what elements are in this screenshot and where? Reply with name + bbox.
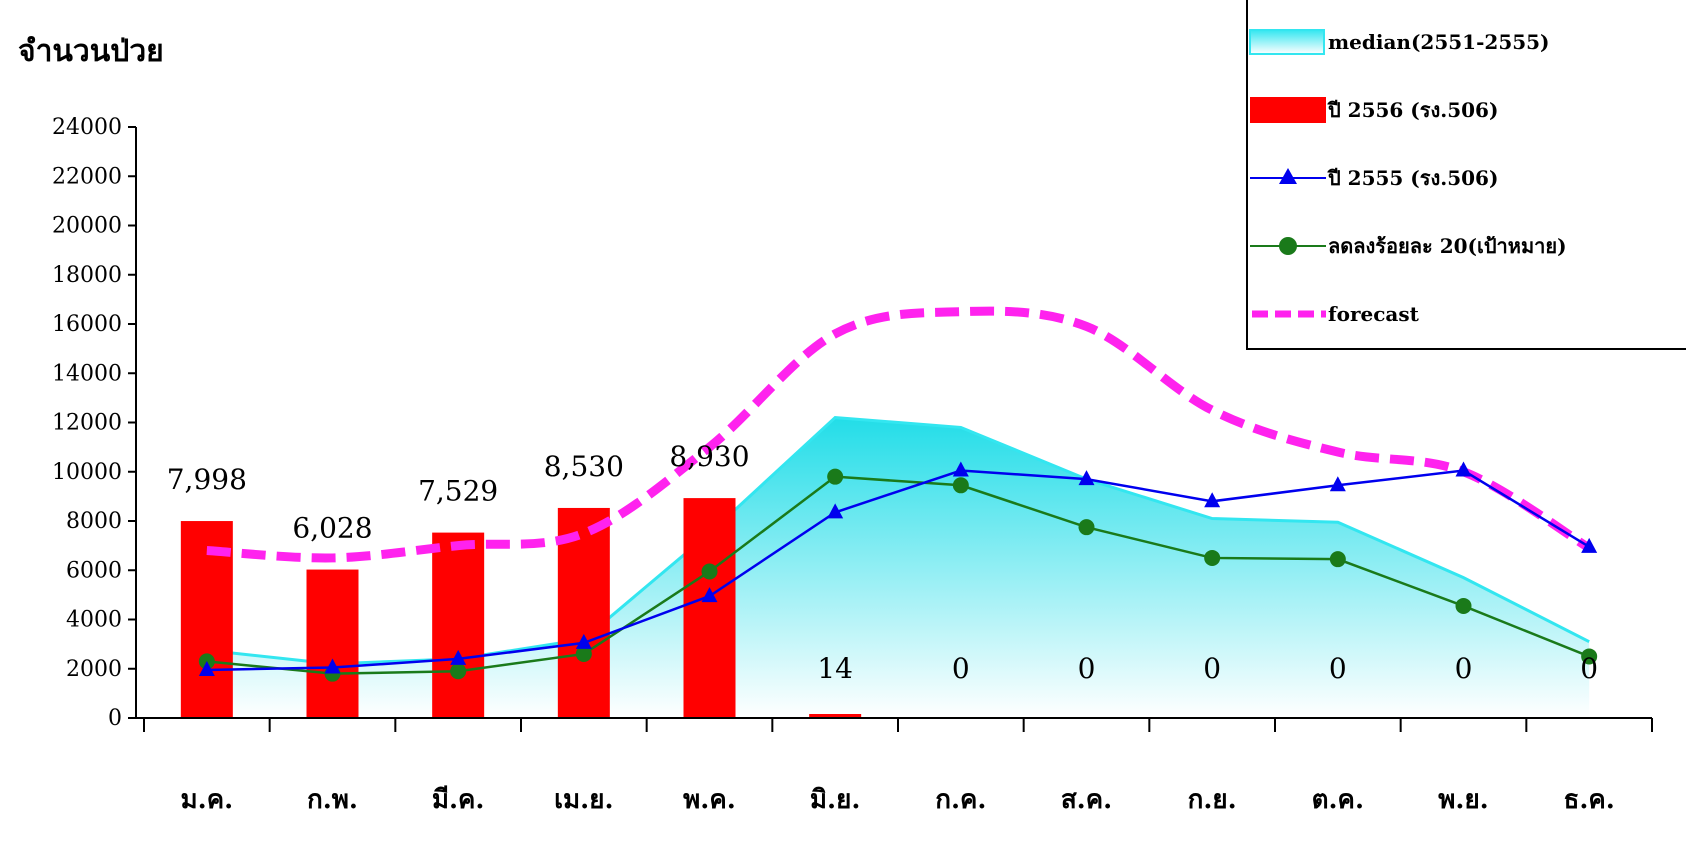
y-tick-label: 16000 bbox=[52, 312, 122, 337]
target-point-7 bbox=[952, 477, 969, 494]
target-point-11 bbox=[1455, 597, 1472, 614]
y-tick-label: 14000 bbox=[52, 361, 122, 386]
x-tick-label: มี.ค. bbox=[432, 785, 485, 815]
y2555-point-3 bbox=[450, 649, 467, 665]
bar-data-label-9: 0 bbox=[1203, 652, 1221, 685]
y2555-point-10 bbox=[1329, 476, 1346, 492]
bar-data-label-7: 0 bbox=[952, 652, 970, 685]
bar-data-label-1: 7,998 bbox=[167, 463, 247, 496]
y2555-point-2 bbox=[324, 658, 341, 674]
legend-symbol-area bbox=[1249, 29, 1325, 55]
target-point-4 bbox=[575, 645, 592, 662]
legend-symbol-triangle-line bbox=[1250, 168, 1326, 184]
legend-item-2555: ปี 2555 (รง.506) bbox=[1248, 158, 1498, 198]
y2555-point-8 bbox=[1078, 470, 1095, 486]
target-line bbox=[206, 475, 1590, 675]
y-tick-label: 12000 bbox=[52, 411, 122, 436]
x-tick-label: ก.พ. bbox=[307, 785, 358, 815]
y-tick-label: 6000 bbox=[66, 558, 122, 583]
y-tick-label: 24000 bbox=[52, 115, 122, 140]
bar-data-label-8: 0 bbox=[1078, 652, 1096, 685]
y-tick-label: 10000 bbox=[52, 460, 122, 485]
y2555-point-7 bbox=[952, 461, 969, 477]
x-tick-label: ม.ค. bbox=[181, 785, 234, 815]
median-area bbox=[206, 417, 1590, 718]
y2555-point-5 bbox=[701, 587, 718, 603]
target-point-10 bbox=[1329, 551, 1346, 568]
target-point-12 bbox=[1581, 648, 1598, 665]
y-tick-label: 4000 bbox=[66, 608, 122, 633]
bar-data-label-3: 7,529 bbox=[418, 475, 498, 508]
target-point-5 bbox=[701, 563, 718, 580]
x-tick-label: พ.ย. bbox=[1438, 785, 1488, 815]
y2555-point-12 bbox=[1581, 537, 1598, 553]
legend-item-2556: ปี 2556 (รง.506) bbox=[1248, 90, 1498, 130]
legend-symbol-dashed-line bbox=[1252, 310, 1326, 318]
legend-label-2556: ปี 2556 (รง.506) bbox=[1328, 98, 1499, 122]
bar-2556-2 bbox=[306, 569, 359, 718]
x-tick-label: พ.ค. bbox=[683, 785, 736, 815]
y2555-line bbox=[206, 469, 1590, 672]
legend: median(2551-2555) ปี 2556 (รง.506) ปี 25… bbox=[1246, 0, 1686, 350]
bar-2556-3 bbox=[432, 532, 485, 718]
legend-label-forecast: forecast bbox=[1328, 302, 1419, 326]
y-tick-label: 0 bbox=[108, 706, 122, 731]
legend-item-median: median(2551-2555) bbox=[1248, 22, 1550, 62]
x-tick-label: ก.ย. bbox=[1188, 785, 1237, 815]
target-point-9 bbox=[1204, 549, 1221, 566]
x-tick-label: ก.ค. bbox=[935, 785, 986, 815]
target-point-3 bbox=[450, 663, 467, 680]
y2555-point-9 bbox=[1204, 492, 1221, 508]
x-tick-label: มิ.ย. bbox=[810, 785, 860, 815]
bar-data-label-2: 6,028 bbox=[292, 512, 372, 545]
y-tick-label: 18000 bbox=[52, 263, 122, 288]
legend-label-target: ลดลงร้อยละ 20(เป้าหมาย) bbox=[1328, 234, 1567, 258]
legend-item-forecast: forecast bbox=[1248, 294, 1419, 334]
x-tick-label: ต.ค. bbox=[1312, 785, 1364, 815]
target-point-6 bbox=[827, 468, 844, 485]
bar-data-label-6: 14 bbox=[817, 652, 853, 685]
y2555-point-4 bbox=[575, 633, 592, 649]
bar-data-label-12: 0 bbox=[1580, 652, 1598, 685]
y2555-point-11 bbox=[1455, 461, 1472, 477]
legend-label-median: median(2551-2555) bbox=[1328, 30, 1550, 54]
y-tick-label: 2000 bbox=[66, 657, 122, 682]
forecast-line bbox=[206, 306, 1592, 563]
y-axis-title: จำนวนป่วย bbox=[18, 34, 164, 69]
legend-symbol-circle-line bbox=[1250, 237, 1326, 255]
y-tick-label: 8000 bbox=[66, 509, 122, 534]
y-tick-label: 22000 bbox=[52, 164, 122, 189]
target-point-8 bbox=[1078, 519, 1095, 536]
x-tick-label: ส.ค. bbox=[1061, 785, 1112, 815]
x-tick-label: ธ.ค. bbox=[1563, 785, 1614, 815]
bar-data-label-4: 8,530 bbox=[544, 450, 624, 483]
bar-data-label-11: 0 bbox=[1455, 652, 1473, 685]
y2555-point-1 bbox=[198, 660, 215, 676]
bar-2556-6 bbox=[809, 714, 862, 718]
legend-item-target: ลดลงร้อยละ 20(เป้าหมาย) bbox=[1248, 226, 1567, 266]
bar-data-label-10: 0 bbox=[1329, 652, 1347, 685]
bar-2556-5 bbox=[683, 498, 736, 718]
legend-symbol-bar bbox=[1250, 97, 1326, 123]
y2555-point-6 bbox=[827, 503, 844, 519]
x-tick-label: เม.ย. bbox=[554, 785, 613, 815]
y-tick-label: 20000 bbox=[52, 214, 122, 239]
bar-data-label-5: 8,930 bbox=[669, 440, 749, 473]
legend-label-2555: ปี 2555 (รง.506) bbox=[1328, 166, 1499, 190]
